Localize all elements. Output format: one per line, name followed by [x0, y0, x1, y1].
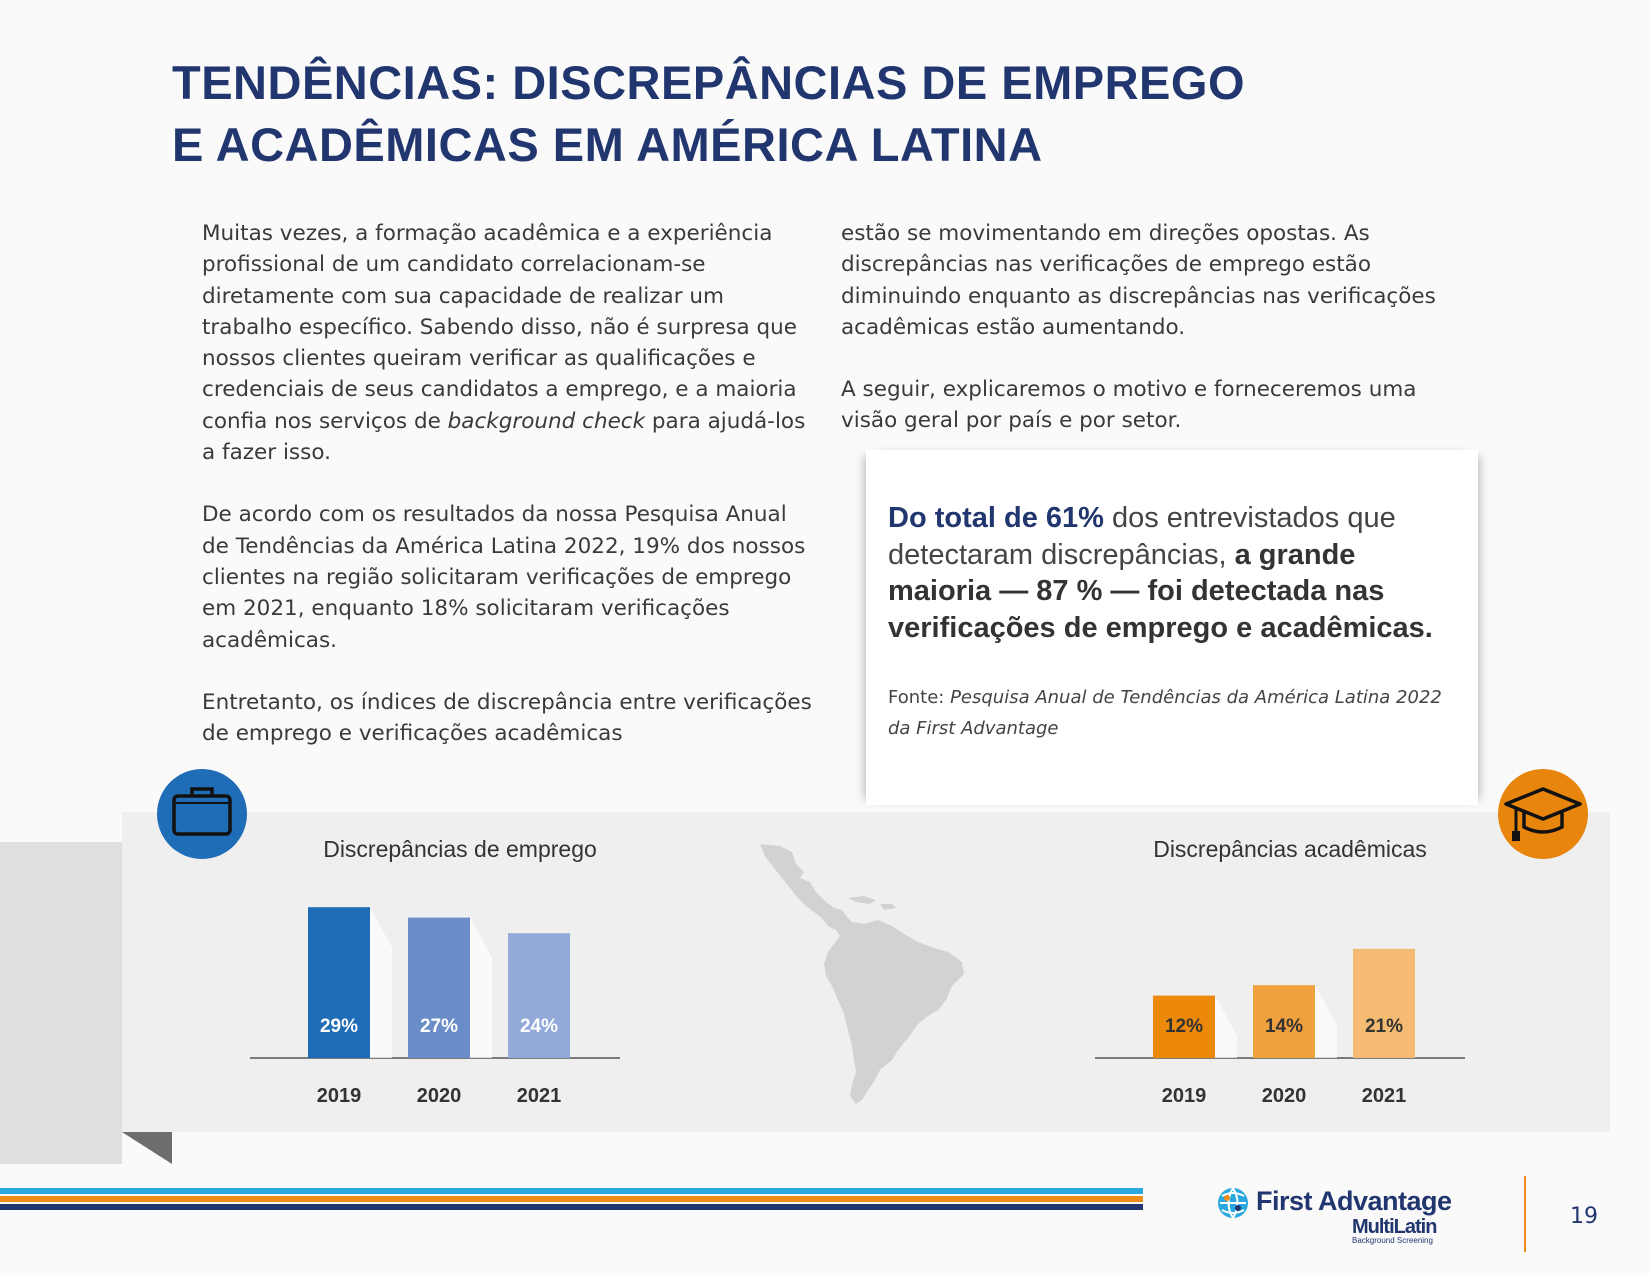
x-tick-label: 2021 [517, 1085, 562, 1107]
paragraph-2: De acordo com os resultados da nossa Pes… [202, 502, 806, 653]
bar-value-label: 14% [1265, 1016, 1303, 1037]
footer-divider [1524, 1176, 1526, 1252]
bar-value-label: 27% [420, 1016, 458, 1037]
employment-bar-chart: 29% 2019 27% 2020 24% 2021 [250, 907, 620, 1107]
first-advantage-logo [1216, 1184, 1456, 1250]
bar-2019 [308, 907, 370, 1058]
paragraph-3: Entretanto, os índices de discrepância e… [202, 689, 812, 747]
callout-source: Fonte: Pesquisa Anual de Tendências da A… [888, 682, 1448, 744]
title-line-1: TENDÊNCIAS: DISCREPÂNCIAS DE EMPREGO [172, 56, 1245, 109]
bar-2019 [1153, 995, 1215, 1058]
paragraph-1-italic: background check [447, 408, 646, 434]
globe-icon [1218, 1187, 1248, 1219]
callout-text: Do total de 61% dos entrevistados que de… [888, 500, 1448, 646]
x-tick-label: 2020 [1262, 1085, 1307, 1107]
paragraph-1-text-end: para ajudá-los a fazer isso. [202, 408, 806, 466]
paragraph-5: A seguir, explicaremos o motivo e fornec… [841, 377, 1417, 434]
bar-shadow [1315, 985, 1337, 1058]
page-title: TENDÊNCIAS: DISCREPÂNCIAS DE EMPREGO E A… [172, 52, 1272, 176]
paragraph-1-text: Muitas vezes, a formação acadêmica e a e… [202, 221, 798, 434]
briefcase-icon [157, 769, 247, 859]
bar-value-label: 12% [1165, 1016, 1203, 1037]
latin-america-map [760, 844, 964, 1104]
footer-stripes [0, 1188, 1143, 1212]
graduation-cap-icon [1498, 769, 1588, 859]
title-line-2: E ACADÊMICAS EM AMÉRICA LATINA [172, 118, 1043, 171]
employment-chart-title: Discrepâncias de emprego [323, 836, 597, 862]
callout-box [866, 450, 1478, 805]
bar-2021 [1353, 948, 1415, 1058]
bar-2020 [408, 917, 470, 1058]
bar-2021 [508, 933, 570, 1058]
bar-value-label: 24% [520, 1016, 558, 1037]
stripe-blue [0, 1188, 1143, 1194]
text-column-left: Muitas vezes, a formação acadêmica e a e… [202, 218, 812, 780]
logo-tagline: Background Screening [1352, 1236, 1433, 1245]
source-label: Fonte: [888, 687, 951, 708]
callout-body: dos entrevistados que detectaram discrep… [888, 502, 1396, 571]
paragraph-4: estão se movimentando em direções oposta… [841, 221, 1436, 340]
callout-bold: a grande maioria — 87 % — foi detectada … [888, 538, 1433, 644]
bar-2020 [1253, 985, 1315, 1058]
page-number: 19 [1570, 1204, 1598, 1229]
bar-value-label: 21% [1365, 1016, 1403, 1037]
stripe-orange [0, 1196, 1143, 1202]
academic-bar-chart: 12% 2019 14% 2020 21% 2021 [1095, 948, 1465, 1107]
callout-highlight: Do total de 61% [888, 502, 1104, 534]
x-tick-label: 2020 [417, 1085, 462, 1107]
x-tick-label: 2019 [317, 1085, 362, 1107]
stripe-navy [0, 1204, 1143, 1210]
paragraph-1: Muitas vezes, a formação acadêmica e a e… [202, 218, 812, 468]
logo-name: First Advantage [1256, 1186, 1452, 1216]
bar-shadow [470, 917, 492, 1058]
x-tick-label: 2019 [1162, 1085, 1207, 1107]
bar-value-label: 29% [320, 1016, 358, 1037]
source-title: Pesquisa Anual de Tendências da América … [888, 687, 1442, 739]
bar-shadow [1215, 995, 1237, 1058]
ribbon-left [0, 842, 122, 1164]
x-tick-label: 2021 [1362, 1085, 1407, 1107]
bar-shadow [370, 907, 392, 1058]
academic-chart-title: Discrepâncias acadêmicas [1153, 836, 1427, 862]
text-column-right: estão se movimentando em direções oposta… [841, 218, 1461, 468]
logo-sub: MultiLatin [1352, 1216, 1437, 1238]
ribbon-fold [122, 1132, 172, 1164]
